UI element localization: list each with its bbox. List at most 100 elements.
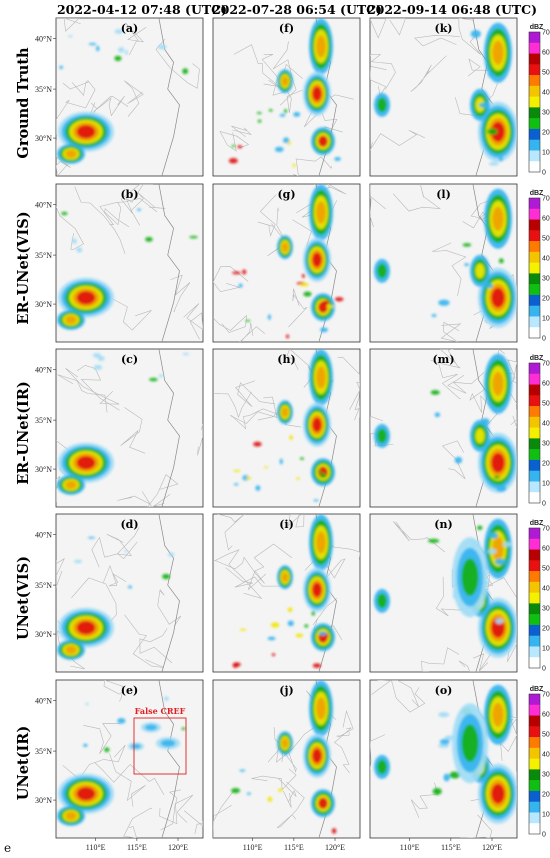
colorbar-segment — [529, 327, 540, 338]
map-panel-h: (h) — [213, 349, 360, 507]
latitude-tick-label: 40°N — [35, 201, 52, 210]
colorbar-tick-label: 10 — [542, 812, 550, 819]
panel-letter: (f) — [279, 22, 294, 35]
colorbar-tick-label: 60 — [542, 216, 550, 223]
colorbar-segment — [529, 306, 540, 317]
colorbar-segment — [529, 406, 540, 417]
colorbar-tick-label: 60 — [542, 546, 550, 553]
colorbar-segment — [529, 140, 540, 151]
colorbar-tick-label: 70 — [542, 361, 550, 368]
panel-letter: (a) — [121, 22, 139, 35]
latitude-tick-label: 30°N — [35, 300, 52, 309]
colorbar-segment — [529, 129, 540, 140]
colorbar: dBZ70 60 50 40 30 20 10 0 — [529, 190, 550, 343]
latitude-tick-label: 35°N — [35, 416, 52, 425]
colorbar: dBZ70 60 50 40 30 20 10 0 — [529, 520, 550, 673]
colorbar-tick-label: 50 — [542, 236, 550, 243]
panel-letter: (b) — [120, 188, 138, 201]
colorbar-segment — [529, 107, 540, 118]
colorbar-segment — [529, 471, 540, 482]
colorbar-segment — [529, 625, 540, 636]
panel-letter: (n) — [434, 518, 452, 531]
colorbar-tick-label: 40 — [542, 421, 550, 428]
colorbar-segment — [529, 295, 540, 306]
panel-letter: (j) — [279, 684, 293, 697]
colorbar-tick-label: 50 — [542, 401, 550, 408]
colorbar-tick-label: 50 — [542, 732, 550, 739]
colorbar-segment — [529, 43, 540, 54]
colorbar-tick-label: 20 — [542, 130, 550, 137]
panel-letter: (i) — [279, 518, 294, 531]
map-panel-g: (g) — [213, 184, 360, 342]
longitude-tick-label: 120°E — [325, 843, 345, 852]
colorbar-segment — [529, 241, 540, 252]
colorbar-segment — [529, 263, 540, 274]
colorbar-segment — [529, 748, 540, 759]
colorbar-segment — [529, 385, 540, 396]
latitude-tick-label: 35°N — [35, 581, 52, 590]
colorbar-tick-label: 30 — [542, 772, 550, 779]
colorbar-tick-label: 70 — [542, 526, 550, 533]
colorbar-tick-label: 10 — [542, 481, 550, 488]
colorbar-tick-label: 60 — [542, 381, 550, 388]
colorbar-segment — [529, 769, 540, 780]
colorbar-segment — [529, 481, 540, 492]
colorbar-segment — [529, 657, 540, 668]
colorbar-segment — [529, 284, 540, 295]
map-panel-a: (a) 40°N 35°N 30°N — [35, 18, 203, 176]
colorbar-segment — [529, 220, 540, 231]
colorbar-tick-label: 50 — [542, 70, 550, 77]
panel-letter: (c) — [121, 353, 138, 366]
latitude-tick-label: 40°N — [35, 366, 52, 375]
longitude-tick-label: 115°E — [284, 843, 304, 852]
colorbar-tick-label: 20 — [542, 626, 550, 633]
colorbar-segment — [529, 802, 540, 813]
colorbar-segment — [529, 614, 540, 625]
colorbar-segment — [529, 428, 540, 439]
colorbar-tick-label: 10 — [542, 316, 550, 323]
colorbar-segment — [529, 198, 540, 209]
panel-letter: (d) — [120, 518, 138, 531]
panel-letter: (k) — [434, 22, 452, 35]
colorbar-segment — [529, 161, 540, 172]
colorbar: dBZ70 60 50 40 30 20 10 0 — [529, 24, 550, 177]
map-panel-f: (f) — [213, 18, 360, 176]
colorbar-tick-label: 60 — [542, 712, 550, 719]
longitude-tick-label: 115°E — [441, 843, 461, 852]
panel-letter: (e) — [121, 684, 138, 697]
colorbar-tick-label: 0 — [542, 170, 546, 177]
colorbar-tick-label: 0 — [542, 666, 546, 673]
colorbar-tick-label: 30 — [542, 606, 550, 613]
colorbar-segment — [529, 54, 540, 65]
colorbar-tick-label: 50 — [542, 566, 550, 573]
colorbar-segment — [529, 823, 540, 834]
colorbar-segment — [529, 646, 540, 657]
colorbar-segment — [529, 603, 540, 614]
latitude-tick-label: 40°N — [35, 35, 52, 44]
colorbar-tick-label: 30 — [542, 110, 550, 117]
colorbar-tick-label: 70 — [542, 692, 550, 699]
longitude-tick-label: 115°E — [127, 843, 147, 852]
colorbar-segment — [529, 636, 540, 647]
colorbar-segment — [529, 417, 540, 428]
colorbar-segment — [529, 273, 540, 284]
colorbar-segment — [529, 705, 540, 716]
colorbar-segment — [529, 438, 540, 449]
panel-letter: (l) — [436, 188, 451, 201]
colorbar-tick-label: 10 — [542, 150, 550, 157]
colorbar-segment — [529, 780, 540, 791]
colorbar-tick-label: 30 — [542, 441, 550, 448]
colorbar-segment — [529, 75, 540, 86]
latitude-tick-label: 40°N — [35, 531, 52, 540]
colorbar-tick-label: 0 — [542, 336, 546, 343]
row-label-1: Ground Truth — [15, 47, 32, 159]
colorbar-tick-label: 20 — [542, 792, 550, 799]
row-label-5: UNet(IR) — [15, 726, 32, 800]
longitude-tick-label: 120°E — [168, 843, 188, 852]
colorbar-segment — [529, 150, 540, 161]
corner-label: e — [4, 841, 11, 855]
colorbar-tick-label: 0 — [542, 832, 546, 839]
colorbar-segment — [529, 64, 540, 75]
